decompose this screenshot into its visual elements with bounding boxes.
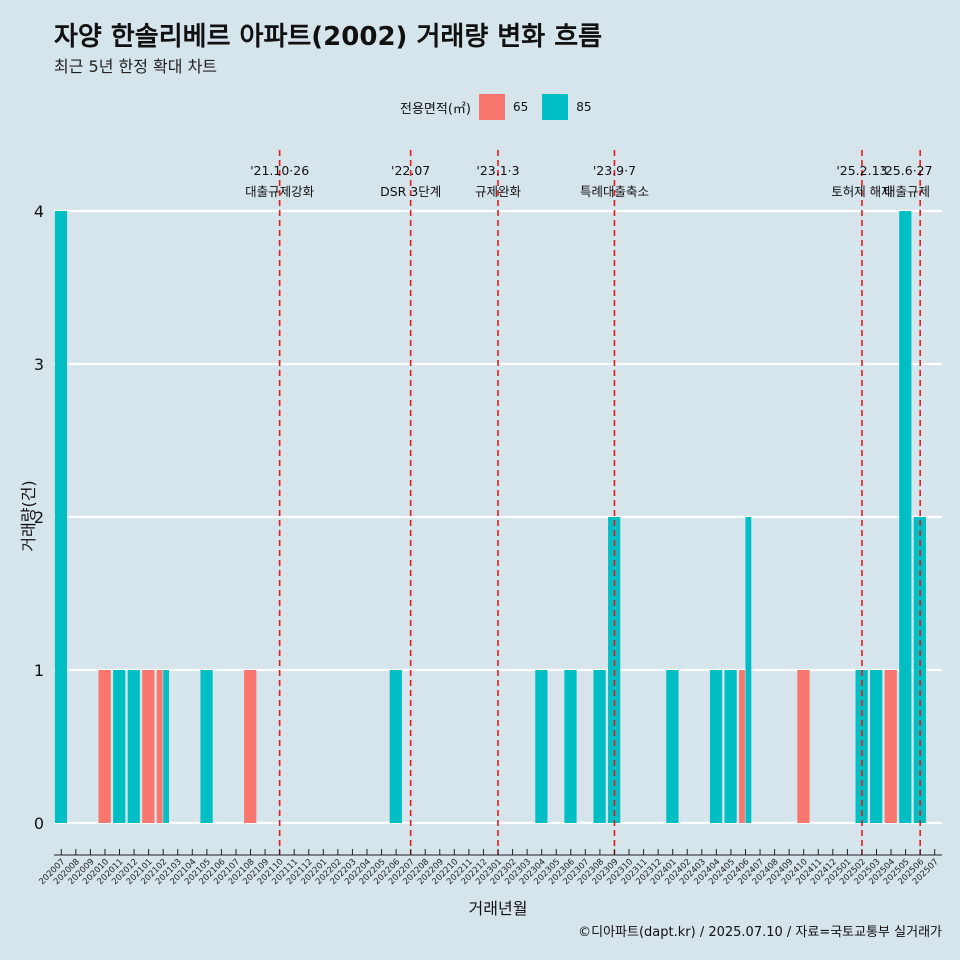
page-title: 자양 한솔리베르 아파트(2002) 거래량 변화 흐름 [54, 22, 603, 52]
bar-85-202503 [870, 670, 883, 823]
legend-label-65: 65 [512, 100, 529, 114]
legend: 전용면적(㎡) 65 85 [400, 94, 606, 120]
bar-85-202406 [745, 517, 752, 823]
event-text-label: 특례대출축소 [580, 184, 649, 199]
legend-label-85: 85 [576, 100, 592, 114]
legend-swatch-65 [478, 94, 505, 120]
event-text-label: 대출규제강화 [245, 184, 315, 199]
bar-85-202304 [535, 670, 548, 823]
event-date-label: '23.1·3 [476, 163, 519, 178]
y-tick-label: 0 [34, 814, 44, 833]
event-text-label: 대출규제 [884, 184, 930, 199]
bar-85-202206 [389, 670, 402, 823]
bar-65-202101 [142, 670, 155, 823]
bar-85-202306 [564, 670, 577, 823]
y-tick-label: 3 [34, 355, 44, 374]
event-date-label: '22.07 [391, 163, 430, 178]
y-tick-label: 1 [34, 661, 44, 680]
bar-85-202405 [724, 670, 737, 823]
page-subtitle: 최근 5년 한정 확대 차트 [54, 57, 218, 76]
event-date-label: '25.6·27 [881, 163, 932, 178]
bar-85-202308 [593, 670, 606, 823]
event-text-label: 규제완화 [475, 184, 522, 199]
event-date-label: '25.2.13 [836, 163, 887, 178]
legend-swatch-85 [542, 94, 569, 120]
bar-85-202505 [899, 211, 912, 823]
bar-65-202504 [884, 670, 897, 823]
bar-65-202010 [98, 670, 111, 823]
event-lines: '21.10·26 대출규제강화 '22.07 DSR 3단계 '23.1·3 규제완화 '… [245, 150, 933, 855]
legend-title: 전용면적(㎡) [400, 101, 471, 117]
y-axis-title: 거래량(건) [19, 480, 38, 551]
bars [54, 211, 926, 823]
source-caption: ©디아파트(dapt.kr) / 2025.07.10 / 자료=국토교통부 실… [578, 925, 942, 940]
bar-65-202108 [244, 670, 257, 823]
event-date-label: '23.9·7 [593, 163, 636, 178]
bar-65-202406 [739, 670, 745, 823]
bar-85-202007 [54, 211, 68, 823]
bar-85-202105 [200, 670, 213, 823]
bar-85-202011 [113, 670, 126, 823]
event-text-label: DSR 3단계 [380, 184, 441, 199]
y-tick-label: 4 [34, 202, 44, 221]
bar-65-202410 [797, 670, 810, 823]
y-tick-label: 2 [34, 508, 44, 527]
bar-85-202401 [666, 670, 679, 823]
event-date-label: '21.10·26 [250, 163, 309, 178]
bar-65-202102 [156, 670, 163, 823]
bar-85-202404 [709, 670, 723, 823]
bar-85-202102 [163, 670, 169, 823]
x-axis-title: 거래년월 [469, 899, 528, 918]
bar-85-202502 [855, 670, 868, 823]
event-text-label: 토허제 해제 [831, 184, 892, 199]
bar-85-202012 [127, 670, 140, 823]
